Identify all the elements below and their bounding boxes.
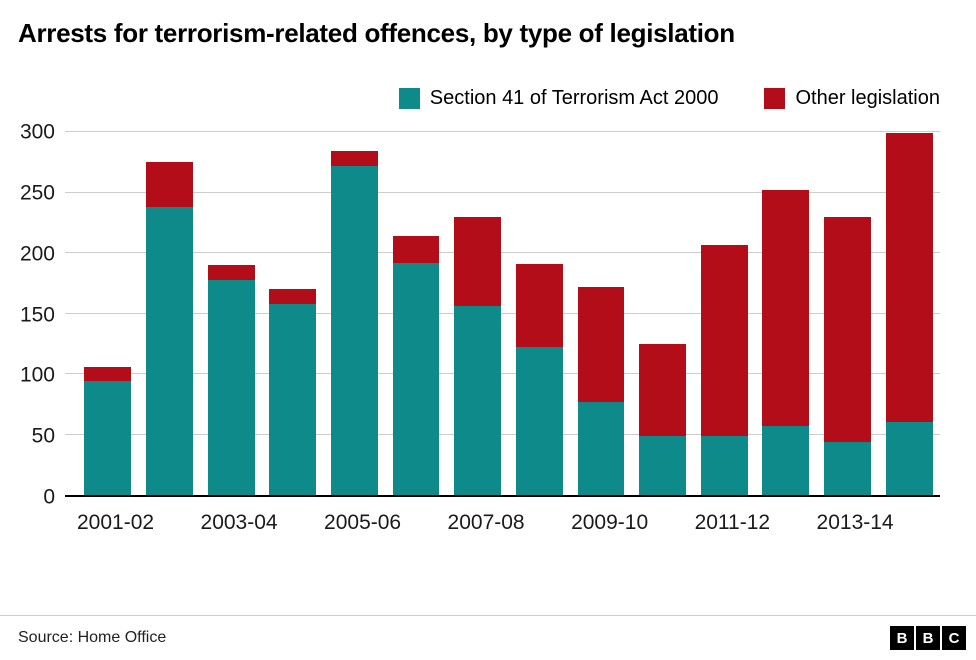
bar-segment-section41	[824, 441, 871, 495]
chart-title: Arrests for terrorism-related offences, …	[18, 18, 735, 48]
bar-segment-section41	[515, 347, 563, 495]
gridline	[65, 131, 940, 132]
x-tick-label	[278, 511, 324, 535]
legend-swatch-section41	[398, 88, 420, 109]
bar-slot	[693, 132, 755, 495]
bar-segment-section41	[207, 279, 255, 495]
bar-segment-other	[885, 133, 933, 423]
bar-slot	[755, 132, 817, 495]
legend-item-other: Other legislation	[764, 87, 940, 110]
bar-segment-other	[515, 263, 563, 348]
x-tick-label: 2011-12	[694, 511, 771, 534]
bar-segment-other	[392, 236, 440, 263]
bar-slot	[817, 132, 879, 495]
x-tick-label: 2009-10	[571, 511, 649, 534]
legend-swatch-other	[764, 88, 786, 109]
x-axis: 2001-02 2003-04 2005-06 2007-08 2009-10 2011-…	[65, 511, 940, 535]
x-tick-label	[770, 511, 816, 535]
gridline	[65, 191, 940, 193]
bar-segment-other	[84, 366, 132, 382]
bar-segment-section41	[392, 262, 440, 495]
x-tick-label: 2003-04	[200, 511, 278, 534]
y-tick-label: 150	[19, 303, 55, 326]
bar-slot	[878, 132, 940, 495]
bar-segment-section41	[330, 165, 378, 495]
bbc-logo-letter: B	[916, 626, 940, 650]
y-tick-label: 0	[43, 485, 55, 509]
legend-item-section41: Section 41 of Terrorism Act 2000	[398, 87, 719, 110]
bar-slot	[77, 132, 139, 495]
x-tick-label: 2005-06	[324, 511, 402, 534]
legend-label-other: Other legislation	[795, 87, 940, 109]
bar-slot	[200, 132, 262, 495]
bar-slot	[632, 132, 694, 495]
y-tick-label: 200	[19, 242, 55, 266]
bar-segment-other	[207, 265, 255, 280]
chart-area: 0 50 100 150 200 250 300	[0, 122, 940, 508]
bar-segment-section41	[84, 381, 132, 495]
x-tick-label: 2013-14	[816, 511, 894, 534]
source-label: Source: Home Office	[18, 629, 167, 646]
bar-slot	[447, 132, 509, 495]
bar-slot	[385, 132, 447, 495]
bar-segment-section41	[885, 422, 933, 495]
y-tick-label: 300	[19, 120, 55, 144]
bar-segment-other	[762, 190, 810, 427]
bar-slot	[139, 132, 201, 495]
x-tick-label	[154, 511, 200, 535]
bar-segment-section41	[146, 207, 193, 495]
x-tick-label	[648, 511, 694, 535]
x-tick-label: 2001-02	[77, 511, 155, 534]
bar-segment-other	[700, 244, 748, 436]
bbc-logo-letter: C	[942, 626, 966, 650]
x-tick-label: 2007-08	[447, 511, 525, 534]
x-tick-label	[401, 511, 447, 535]
gridline	[65, 373, 940, 374]
x-tick-label	[525, 511, 571, 535]
bars	[65, 132, 940, 495]
legend: Section 41 of Terrorism Act 2000 Other l…	[0, 87, 976, 110]
bar-segment-other	[330, 151, 378, 166]
legend-label-section41: Section 41 of Terrorism Act 2000	[429, 87, 719, 109]
footer: Source: Home Office B B C	[0, 615, 976, 660]
bar-segment-section41	[762, 426, 810, 495]
gridline	[65, 252, 940, 253]
y-axis: 0 50 100 150 200 250 300	[0, 122, 65, 508]
bar-segment-section41	[454, 306, 502, 495]
bar-slot	[508, 132, 570, 495]
bar-segment-other	[577, 286, 625, 402]
bar-slot	[570, 132, 632, 495]
bar-segment-section41	[577, 401, 625, 495]
bar-slot	[324, 132, 386, 495]
bar-slot	[262, 132, 324, 495]
y-tick-label: 50	[31, 424, 55, 448]
bar-segment-section41	[269, 303, 317, 495]
x-tick-label	[894, 511, 940, 535]
bar-segment-other	[639, 343, 686, 436]
bar-segment-other	[269, 289, 317, 304]
gridlines	[65, 131, 940, 495]
bar-segment-other	[454, 216, 502, 307]
y-tick-label: 250	[19, 181, 55, 205]
bar-segment-section41	[639, 435, 686, 495]
bar-segment-section41	[700, 435, 748, 495]
gridline	[65, 433, 940, 435]
bar-segment-other	[824, 216, 871, 442]
bbc-logo: B B C	[890, 626, 966, 650]
gridline	[65, 312, 940, 314]
bbc-logo-letter: B	[890, 626, 914, 650]
bar-segment-other	[146, 162, 193, 208]
plot-area	[65, 131, 940, 497]
y-tick-label: 100	[19, 363, 55, 387]
